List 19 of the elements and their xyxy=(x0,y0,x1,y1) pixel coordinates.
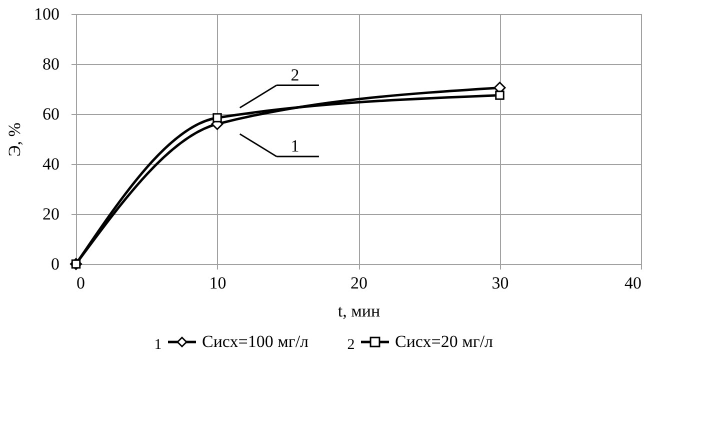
text: 2 xyxy=(347,337,355,353)
annotation: 2 xyxy=(290,65,300,84)
y-tick-label: 100 xyxy=(34,4,60,24)
y-tick-label: 40 xyxy=(42,154,60,174)
x-tick-label: 10 xyxy=(209,274,226,292)
x-tick-label: 40 xyxy=(624,274,642,292)
text: 1 xyxy=(154,337,162,353)
y-tick-label: 20 xyxy=(42,204,60,224)
x-tick-label: 0 xyxy=(76,274,85,292)
y-tick-label: 60 xyxy=(42,104,60,124)
y-axis-title: Э, % xyxy=(5,122,24,156)
x-tick-label: 30 xyxy=(492,274,509,292)
legend-label: Сисх=100 мг/л xyxy=(202,332,310,351)
legend-label: Сисх=20 мг/л xyxy=(395,332,494,351)
x-axis-title: t, мин xyxy=(338,302,380,320)
x-tick-label: 20 xyxy=(350,274,368,292)
y-tick-label: 80 xyxy=(42,54,60,74)
y-tick-label: 0 xyxy=(51,254,60,274)
annotation: 1 xyxy=(290,136,300,156)
